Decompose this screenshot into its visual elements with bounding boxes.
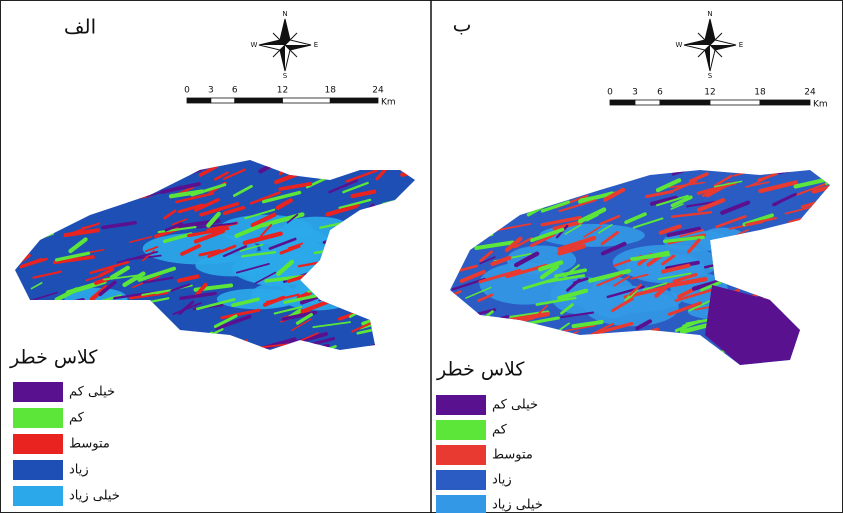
compass-e: E [314,41,318,49]
scale-segment [660,100,710,105]
scale-segment [187,98,211,103]
scale-segment [610,100,635,105]
legend-swatch [13,486,63,506]
panel-label: الف [64,15,96,39]
scale-tick-label: 3 [208,86,214,96]
map-figure: الف N S E W 0 3 6 12 18 24 Km کلاس خطر خیلی کم کم متوسط… [0,0,843,513]
panel-label: ب [453,13,472,37]
scale-tick-label: 12 [277,86,288,96]
scale-unit: Km [381,98,396,108]
scale-unit: Km [813,100,828,110]
legend-label: خیلی کم [69,385,115,400]
scale-segment [635,100,660,105]
legend-label: زیاد [69,463,89,478]
compass-n: N [707,10,712,18]
legend-label: خیلی کم [492,398,538,413]
scale-segment [710,100,760,105]
legend-label: زیاد [492,473,512,488]
legend-swatch [436,395,486,415]
compass-e: E [739,41,743,49]
legend-label: کم [69,411,85,426]
legend-label: کم [492,423,508,438]
scale-segment [235,98,283,103]
compass-n: N [282,10,287,18]
compass-s: S [708,72,713,80]
scale-tick-label: 24 [804,88,816,98]
legend-swatch [13,460,63,480]
compass-s: S [283,72,288,80]
scale-tick-label: 0 [607,88,613,98]
legend-label: خیلی زیاد [69,489,120,504]
scale-tick-label: 0 [184,86,190,96]
legend-title: کلاس خطر [9,347,98,369]
scale-segment [211,98,235,103]
legend-swatch [436,445,486,465]
legend-title: کلاس خطر [436,359,525,381]
legend-swatch [436,420,486,440]
legend-swatch [13,382,63,402]
legend-swatch [436,470,486,490]
scale-tick-label: 18 [754,88,766,98]
scale-segment [283,98,331,103]
scale-segment [330,98,378,103]
legend-swatch [13,434,63,454]
legend-label: خیلی زیاد [492,498,543,513]
map-patch [195,255,269,276]
scale-tick-label: 18 [325,86,337,96]
compass-w: W [676,41,683,49]
scale-segment [760,100,810,105]
legend-label: متوسط [492,448,533,463]
scale-tick-label: 6 [232,86,238,96]
legend-swatch [13,408,63,428]
scale-tick-label: 6 [657,88,663,98]
legend-label: متوسط [69,437,110,452]
scale-tick-label: 12 [704,88,715,98]
compass-w: W [251,41,258,49]
scale-tick-label: 3 [632,88,638,98]
legend-swatch [436,495,486,513]
scale-tick-label: 24 [372,86,384,96]
